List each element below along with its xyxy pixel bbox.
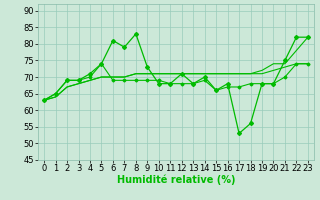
X-axis label: Humidité relative (%): Humidité relative (%) bbox=[117, 175, 235, 185]
